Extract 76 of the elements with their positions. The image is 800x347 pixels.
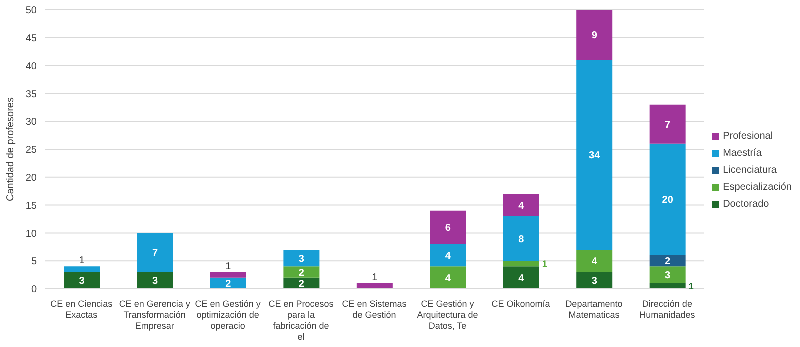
- y-tick-label: 30: [26, 117, 38, 128]
- data-label: 3: [152, 276, 158, 288]
- y-tick-label: 35: [26, 89, 38, 100]
- legend-label: Profesional: [723, 131, 774, 142]
- bar: [430, 210, 466, 244]
- bar: [210, 272, 246, 278]
- data-label: 7: [665, 120, 672, 131]
- data-label: 2: [298, 268, 305, 279]
- data-label: 3: [298, 254, 305, 265]
- bar: [64, 272, 100, 289]
- bar: [503, 261, 540, 267]
- x-tick-label: CE en Sistemas de Gestión: [342, 299, 408, 320]
- data-label: 1: [226, 261, 232, 272]
- data-label: 8: [518, 234, 525, 246]
- data-label: 3: [592, 276, 598, 288]
- y-tick-label: 50: [26, 6, 38, 17]
- bar: [650, 144, 686, 256]
- y-tick-label: 45: [26, 33, 38, 44]
- x-tick-label: CE en Gestión y optimización de operacio: [195, 299, 262, 331]
- data-label: 4: [592, 256, 598, 268]
- bar: [650, 283, 686, 289]
- data-label: 2: [226, 278, 232, 290]
- y-tick-label: 0: [31, 284, 38, 296]
- legend-label: Especialización: [723, 182, 792, 193]
- bar: [503, 216, 540, 262]
- data-label: 4: [518, 200, 525, 212]
- bar: [430, 266, 466, 289]
- x-tick-label: Dirección de Humanidades: [640, 299, 696, 320]
- data-label: 4: [518, 273, 525, 284]
- x-tick-label: CE en Procesos para la fabricación de el: [268, 299, 334, 342]
- bar: [576, 272, 613, 289]
- bar: [576, 60, 613, 250]
- data-label: 1: [372, 272, 378, 284]
- data-label: 2: [665, 256, 672, 268]
- data-label: 1: [542, 259, 548, 270]
- bar: [137, 233, 174, 272]
- bar: [284, 266, 320, 278]
- bar: [576, 10, 613, 60]
- data-label: 20: [662, 195, 674, 206]
- bar: [576, 250, 613, 272]
- bar: [503, 194, 540, 216]
- y-tick-label: 10: [26, 228, 38, 240]
- legend-label: Licenciatura: [723, 165, 777, 176]
- bar: [64, 266, 100, 272]
- data-label: 7: [152, 248, 158, 260]
- data-label: 34: [589, 150, 601, 162]
- legend-label: Maestría: [723, 148, 762, 159]
- bar: [650, 104, 686, 144]
- bar: [503, 266, 540, 289]
- x-tick-label: CE en Ciencias Exactas: [50, 299, 114, 320]
- bar: [430, 244, 466, 267]
- bar: [650, 266, 686, 284]
- data-label: 4: [445, 273, 452, 284]
- data-label: 3: [79, 276, 86, 288]
- legend-label: Doctorado: [723, 199, 770, 210]
- x-tick-label: CE en Gerencia y Transformación Empresar: [119, 299, 191, 331]
- y-tick-label: 20: [26, 172, 38, 184]
- bar: [284, 250, 320, 267]
- data-label: 1: [688, 281, 694, 292]
- data-label: 1: [79, 256, 86, 267]
- data-label: 3: [665, 270, 672, 282]
- y-tick-label: 25: [26, 145, 38, 156]
- data-label: 9: [592, 30, 598, 42]
- data-label: 2: [298, 278, 305, 290]
- x-tick-label: CE Gestión y Arquitectura de Datos, Te: [417, 299, 478, 331]
- x-tick-label: Departamento Matematicas: [566, 299, 623, 320]
- bar: [137, 272, 174, 289]
- y-tick-label: 15: [26, 200, 38, 212]
- bar: [650, 256, 686, 267]
- y-tick-label: 40: [26, 61, 38, 72]
- data-label: 6: [445, 223, 452, 234]
- bar: [356, 283, 393, 289]
- x-tick-label: CE Oikonomía: [492, 299, 550, 309]
- data-label: 4: [445, 251, 452, 262]
- y-tick-label: 5: [31, 256, 38, 268]
- y-axis-title: Cantidad de profesores: [6, 98, 17, 202]
